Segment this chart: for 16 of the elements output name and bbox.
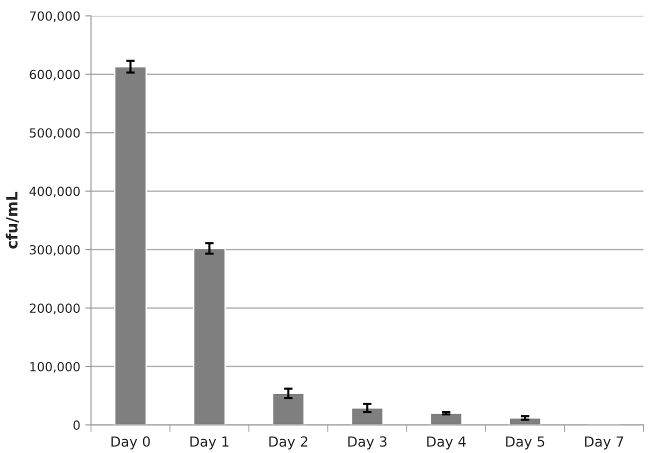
x-tick-label: Day 4 (427, 436, 466, 450)
y-tick-label: 100,000 (30, 362, 80, 373)
y-tick-label: 400,000 (30, 186, 80, 198)
y-tick-label: 300,000 (30, 245, 80, 256)
y-tick-label: 0 (73, 420, 80, 430)
x-tick-label: Day 0 (111, 436, 150, 450)
x-tick-label: Day 1 (190, 436, 228, 450)
x-tick-label: Day 5 (506, 436, 544, 450)
x-tick-label: Day 2 (269, 436, 308, 450)
x-tick-label: Day 3 (348, 436, 386, 450)
y-tick-label: 600,000 (30, 70, 80, 80)
y-tick-label: 200,000 (30, 304, 80, 314)
y-tick-label: 700,000 (30, 11, 80, 22)
y-tick-label: 500,000 (30, 128, 80, 139)
y-axis-title: cfu/mL (6, 192, 19, 249)
x-tick-label: Day 7 (585, 436, 624, 450)
